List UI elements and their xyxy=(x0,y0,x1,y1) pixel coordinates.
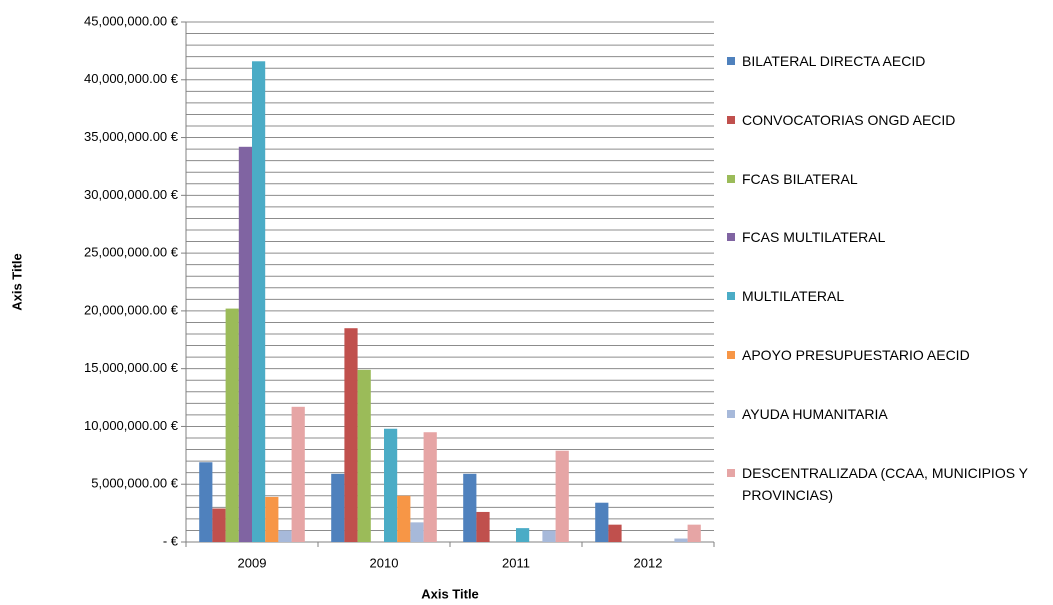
bar xyxy=(608,524,622,542)
legend-label: FCAS MULTILATERAL xyxy=(742,229,886,246)
bar xyxy=(595,502,609,542)
chart: Axis Title Axis Title - € 5,000,000.00 € 1… xyxy=(9,13,715,601)
y-tick-label: 40,000,000.00 € xyxy=(84,71,179,86)
y-tick-label: 45,000,000.00 € xyxy=(84,13,179,28)
x-tick-label: 2011 xyxy=(502,555,530,570)
legend-label: APOYO PRESUPUESTARIO AECID xyxy=(742,347,970,363)
bar xyxy=(331,473,345,542)
bar xyxy=(516,528,530,542)
legend-swatch xyxy=(727,115,735,124)
bar xyxy=(291,406,305,542)
bar xyxy=(265,496,279,542)
legend-label: MULTILATERAL xyxy=(742,288,845,305)
y-tick-label: 15,000,000.00 € xyxy=(84,360,179,375)
legend-item: MULTILATERAL xyxy=(727,285,1051,307)
bar xyxy=(476,511,490,542)
bar xyxy=(423,432,437,542)
bar xyxy=(463,473,477,542)
y-tick-label: - € xyxy=(163,533,179,548)
y-axis-title: Axis Title xyxy=(9,253,24,311)
legend-swatch xyxy=(727,57,735,65)
bar xyxy=(687,524,701,542)
legend-item: DESCENTRALIZADA (CCAA, MUNICIPIOS Y PROV… xyxy=(727,462,1051,506)
legend-item: FCAS MULTILATERAL xyxy=(727,226,1051,248)
bar xyxy=(357,369,371,542)
bar xyxy=(542,530,556,542)
x-axis-title: Axis Title xyxy=(421,586,479,601)
y-tick-label: 25,000,000.00 € xyxy=(84,245,179,260)
legend-swatch xyxy=(727,351,735,359)
y-tick-label: 20,000,000.00 € xyxy=(84,302,179,317)
bar xyxy=(212,508,226,542)
bar xyxy=(252,61,266,543)
legend-item: CONVOCATORIAS ONGD AECID xyxy=(727,109,1051,131)
y-tick-label: 30,000,000.00 € xyxy=(84,187,179,202)
legend-item: BILATERAL DIRECTA AECID xyxy=(727,50,1051,72)
bar xyxy=(674,538,688,542)
bar xyxy=(225,308,239,542)
legend-label: DESCENTRALIZADA (CCAA, MUNICIPIOS Y PROV… xyxy=(742,464,1028,503)
bar xyxy=(397,495,411,542)
bar xyxy=(278,530,292,542)
legend-item: APOYO PRESUPUESTARIO AECID xyxy=(727,344,1051,366)
y-tick-label: 5,000,000.00 € xyxy=(91,476,179,491)
y-tick-label: 35,000,000.00 € xyxy=(84,129,179,144)
legend-item: FCAS BILATERAL xyxy=(727,168,1051,190)
x-tick-label: 2009 xyxy=(238,555,267,570)
bar xyxy=(410,522,424,542)
y-tick-label: 10,000,000.00 € xyxy=(84,418,179,433)
x-tick-label: 2010 xyxy=(370,555,399,570)
bar xyxy=(344,328,358,542)
bar xyxy=(238,146,252,543)
bar xyxy=(384,428,398,542)
legend-item: AYUDA HUMANITARIA xyxy=(727,403,1051,425)
legend-swatch xyxy=(727,409,735,418)
legend-label: FCAS BILATERAL xyxy=(742,170,858,187)
x-tick-label: 2012 xyxy=(634,555,663,570)
bar xyxy=(199,462,213,542)
legend-label: BILATERAL DIRECTA AECID xyxy=(742,53,926,69)
legend-swatch xyxy=(727,233,735,242)
legend-swatch xyxy=(727,174,735,183)
legend-swatch xyxy=(727,468,735,477)
bar xyxy=(555,450,569,542)
legend-label: CONVOCATORIAS ONGD AECID xyxy=(742,111,956,128)
legend-swatch xyxy=(727,292,735,301)
legend-label: AYUDA HUMANITARIA xyxy=(742,405,888,422)
